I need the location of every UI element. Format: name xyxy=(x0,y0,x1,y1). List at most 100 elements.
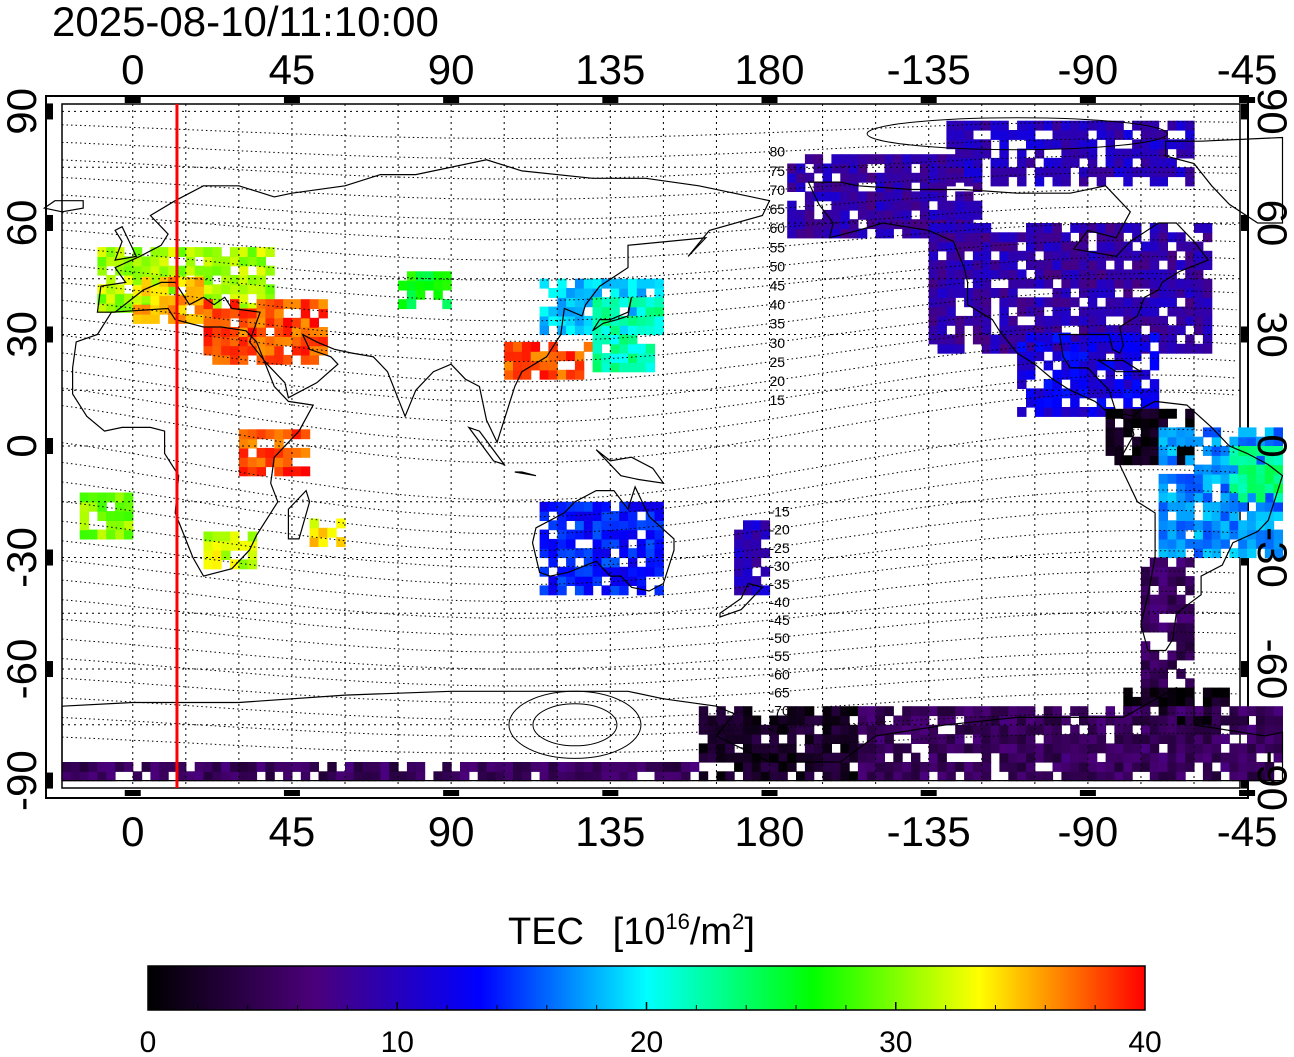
tec-cell xyxy=(636,538,647,549)
tec-cell xyxy=(150,762,160,772)
tec-cell xyxy=(238,302,249,313)
tec-cell xyxy=(212,265,222,276)
tec-cell xyxy=(946,715,956,726)
tec-cell xyxy=(203,345,213,356)
tec-cell xyxy=(177,762,187,772)
tec-cell xyxy=(849,191,859,202)
tec-cell xyxy=(1176,315,1186,326)
tec-cell xyxy=(725,724,735,735)
tec-cell xyxy=(592,548,602,559)
tec-cell xyxy=(1158,696,1168,707)
tec-cell xyxy=(619,529,629,540)
tec-cell xyxy=(1220,715,1230,726)
tec-cell xyxy=(822,724,832,735)
tec-cell xyxy=(1149,351,1160,362)
tec-cell xyxy=(972,200,983,211)
tec-cell xyxy=(981,315,992,326)
tec-cell xyxy=(1140,734,1151,744)
tec-cell xyxy=(566,325,576,336)
tec-cell xyxy=(1132,315,1142,326)
tec-cell xyxy=(433,771,443,782)
tec-cell xyxy=(1096,762,1107,772)
tec-cell xyxy=(1194,343,1204,354)
tec-cell xyxy=(1043,120,1054,131)
contour-line xyxy=(61,256,1237,302)
tec-cell xyxy=(928,250,939,261)
tec-cell xyxy=(964,743,974,754)
tec-cell xyxy=(1061,315,1071,326)
bottom-longitude-labels: 0 45 90 135 180 -135 -90 -45 xyxy=(121,808,1277,855)
tec-cell xyxy=(256,354,266,365)
tec-cell xyxy=(247,284,258,295)
tec-cell xyxy=(291,317,302,328)
tec-cell xyxy=(610,771,620,782)
tec-cell xyxy=(283,327,293,337)
tec-cell xyxy=(636,501,647,512)
tec-cell xyxy=(212,559,222,570)
tec-cell xyxy=(1167,492,1177,503)
tec-cell xyxy=(751,715,762,726)
tec-cell xyxy=(1043,379,1054,389)
tec-cell xyxy=(1123,148,1133,159)
tec-cell xyxy=(964,139,974,150)
tec-cell xyxy=(1087,360,1098,371)
tec-cell xyxy=(1264,538,1275,549)
tec-cell xyxy=(628,288,638,298)
tec-cell xyxy=(946,260,956,270)
tec-cell xyxy=(1061,167,1071,178)
tec-cell xyxy=(539,351,549,362)
tec-cell xyxy=(1070,278,1080,289)
tec-cell xyxy=(566,529,576,540)
tec-cell xyxy=(610,511,620,521)
tec-cell xyxy=(964,130,974,140)
tec-cell xyxy=(919,191,930,202)
tec-cell xyxy=(548,288,558,298)
tec-cell xyxy=(1149,762,1160,772)
tec-cell xyxy=(955,172,965,183)
tec-cell xyxy=(689,762,700,772)
tec-cell xyxy=(1176,446,1186,456)
tec-cell xyxy=(1026,343,1036,354)
tec-cell xyxy=(230,540,240,551)
tec-cell xyxy=(1185,557,1195,568)
tec-cell xyxy=(1061,343,1071,354)
tec-cell xyxy=(1167,446,1177,456)
tec-cell xyxy=(1079,771,1089,782)
tec-cell xyxy=(1114,351,1124,362)
tec-cell xyxy=(1034,315,1045,326)
coastline xyxy=(592,297,633,332)
tec-cell xyxy=(619,538,629,549)
tec-cell xyxy=(760,520,771,531)
magnetic-latitude-contours xyxy=(61,117,1237,759)
tec-cell xyxy=(1238,706,1248,717)
tec-cell xyxy=(557,501,567,512)
tec-cell xyxy=(1176,613,1186,624)
tec-cell xyxy=(1079,743,1089,754)
tec-cell xyxy=(1229,464,1239,475)
contour-line xyxy=(61,509,1237,569)
tec-cell xyxy=(1247,446,1257,456)
tec-cell xyxy=(583,585,594,596)
tec-cell xyxy=(1105,232,1115,243)
tec-cell xyxy=(1096,379,1107,389)
tec-cell xyxy=(1096,351,1107,362)
tec-cell xyxy=(919,172,930,183)
tec-cell xyxy=(1140,566,1151,577)
tec-cell xyxy=(893,771,903,782)
tec-cell xyxy=(1043,332,1054,343)
tec-cell xyxy=(1034,724,1045,735)
tec-cell xyxy=(548,520,558,531)
tec-cell xyxy=(760,724,771,735)
tec-cell xyxy=(557,566,567,577)
tec-cell xyxy=(1034,351,1045,362)
tec-cell xyxy=(97,256,107,267)
tec-cell xyxy=(1026,397,1036,408)
tec-cell xyxy=(990,724,1000,735)
contour-label: 65 xyxy=(770,201,786,217)
tec-cell xyxy=(972,232,983,243)
frame-tick-top xyxy=(761,97,778,103)
tec-cell xyxy=(831,752,841,763)
tec-cell xyxy=(274,354,284,365)
tec-cell xyxy=(1149,427,1160,438)
tec-cell xyxy=(946,209,956,220)
